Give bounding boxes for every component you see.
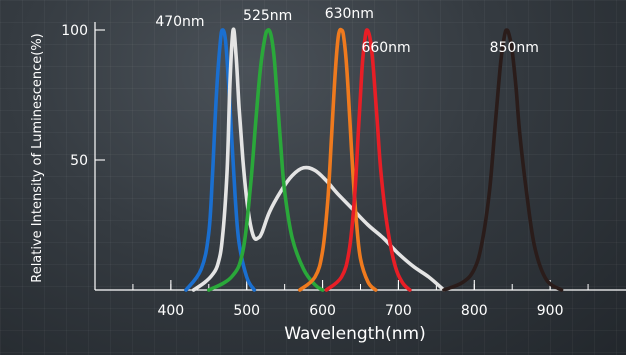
- x-tick-label-400: 400: [157, 303, 184, 319]
- y-tick-label-50: 50: [70, 153, 88, 169]
- series-line-1: [191, 27, 446, 292]
- series-line-5: [442, 28, 564, 292]
- series-line-0: [184, 28, 257, 292]
- y-tick-label-100: 100: [61, 23, 88, 39]
- axes: 400 500 600 700 800 900 50 100: [61, 22, 626, 319]
- series-line-3: [298, 27, 378, 292]
- peak-label-525nm: 525nm: [243, 8, 292, 24]
- peak-label-660nm: 660nm: [361, 40, 410, 56]
- x-tick-label-700: 700: [385, 303, 412, 319]
- series-line-4: [324, 28, 412, 292]
- x-tick-label-900: 900: [537, 303, 564, 319]
- peak-labels: 470nm 525nm 630nm 660nm 850nm: [155, 6, 538, 56]
- series-line-2: [207, 28, 325, 292]
- x-tick-label-800: 800: [461, 303, 488, 319]
- peak-label-470nm: 470nm: [155, 14, 204, 30]
- x-tick-label-600: 600: [309, 303, 336, 319]
- peak-label-630nm: 630nm: [325, 6, 374, 22]
- peak-label-850nm: 850nm: [490, 40, 539, 56]
- spectral-curves: [184, 27, 564, 292]
- x-axis-title: Wavelength(nm): [284, 324, 425, 344]
- x-tick-label-500: 500: [233, 303, 260, 319]
- y-axis-title: Relative Intensity of Luminescence(%): [30, 33, 45, 283]
